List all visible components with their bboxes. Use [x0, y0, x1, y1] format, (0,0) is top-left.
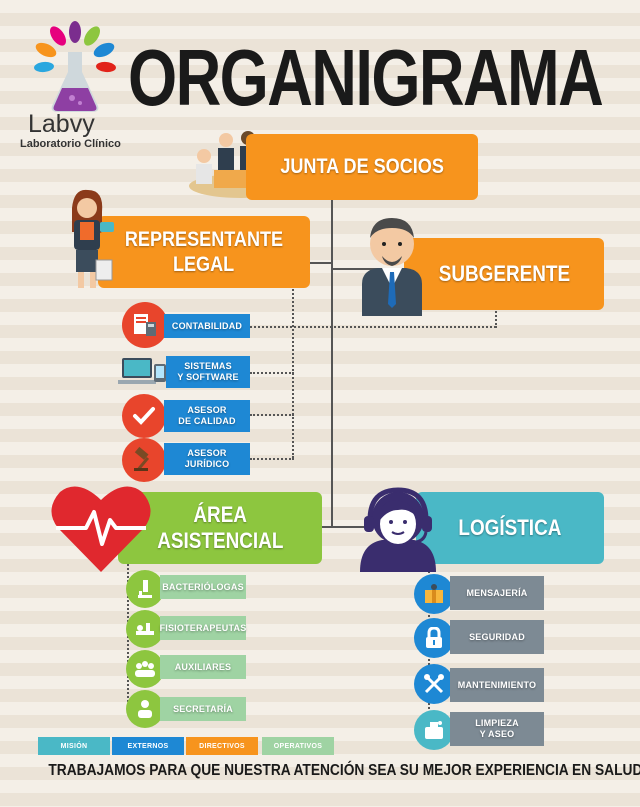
node-calidad-line2: DE CALIDAD — [178, 416, 236, 426]
connector-sub — [331, 268, 413, 270]
node-asesor-calidad[interactable]: ASESOR DE CALIDAD — [164, 400, 250, 432]
logo: Labvy Laboratorio Clínico — [20, 14, 130, 154]
node-juridico-line1: ASESOR — [187, 448, 227, 458]
node-bacteriologas-label: BACTERIÓLOGAS — [162, 581, 244, 592]
node-asesor-juridico[interactable]: ASESOR JURÍDICO — [164, 443, 250, 475]
dotted-sistemas — [250, 372, 294, 374]
man-illustration — [352, 208, 432, 316]
legend-directivos-label: DIRECTIVOS — [199, 742, 245, 750]
node-secretaria-label: SECRETARÍA — [173, 703, 233, 714]
heart-icon — [50, 480, 152, 574]
therapy-icon — [126, 610, 164, 648]
node-bacteriologas[interactable]: BACTERIÓLOGAS — [160, 575, 246, 599]
footer-tagline-text: TRABAJAMOS PARA QUE NUESTRA ATENCIÓN SEA… — [48, 762, 640, 779]
package-icon — [414, 574, 454, 614]
node-mensajeria-label: MENSAJERÍA — [466, 587, 528, 598]
legend-externos-label: EXTERNOS — [127, 742, 169, 750]
woman-illustration — [58, 186, 120, 290]
node-representante-legal[interactable]: REPRESENTANTE LEGAL — [98, 216, 310, 288]
node-mantenimiento[interactable]: MANTENIMIENTO — [450, 668, 544, 702]
node-area-asistencial[interactable]: ÁREA ASISTENCIAL — [118, 492, 322, 564]
node-subgerente[interactable]: SUBGERENTE — [404, 238, 604, 310]
node-contabilidad-label: CONTABILIDAD — [171, 320, 243, 331]
microscope-icon — [126, 570, 164, 608]
node-sistemas-line1: SISTEMAS — [184, 361, 232, 371]
gavel-icon — [122, 438, 166, 482]
node-representante-line2: LEGAL — [173, 253, 235, 276]
node-auxiliares-label: AUXILIARES — [174, 661, 232, 672]
node-subgerente-label: SUBGERENTE — [438, 261, 570, 286]
contabilidad-icon — [122, 302, 168, 348]
logo-flask-icon — [34, 21, 116, 112]
legend-externos: EXTERNOS — [112, 737, 184, 755]
dotted-calidad — [250, 414, 294, 416]
node-mensajeria[interactable]: MENSAJERÍA — [450, 576, 544, 610]
node-sistemas[interactable]: SISTEMAS Y SOFTWARE — [166, 356, 250, 388]
page-title-text: ORGANIGRAMA — [128, 33, 604, 122]
node-limpieza[interactable]: LIMPIEZA Y ASEO — [450, 712, 544, 746]
logo-name: Labvy — [28, 110, 95, 138]
dotted-juridico — [250, 458, 294, 460]
group-icon — [126, 650, 164, 688]
node-area-line1: ÁREA — [193, 502, 247, 527]
secretary-icon — [126, 690, 164, 728]
legend-operativos-label: OPERATIVOS — [273, 742, 323, 750]
computer-icon — [118, 354, 168, 390]
node-logistica-label: LOGÍSTICA — [458, 515, 562, 540]
logo-subtitle: Laboratorio Clínico — [20, 138, 121, 150]
node-seguridad-label: SEGURIDAD — [469, 631, 525, 642]
node-limpieza-line1: LIMPIEZA — [475, 718, 519, 728]
legend-mision-label: MISIÓN — [60, 742, 88, 750]
dotted-subgerente — [495, 308, 497, 328]
node-seguridad[interactable]: SEGURIDAD — [450, 620, 544, 654]
connector-rep — [308, 262, 332, 264]
node-limpieza-line2: Y ASEO — [479, 729, 515, 739]
node-calidad-line1: ASESOR — [187, 405, 227, 415]
node-auxiliares[interactable]: AUXILIARES — [160, 655, 246, 679]
legend-operativos: OPERATIVOS — [262, 737, 334, 755]
cleaning-icon — [414, 710, 454, 750]
connector-main-vertical — [331, 200, 333, 527]
node-representante-line1: REPRESENTANTE — [124, 228, 284, 251]
checkmark-icon — [122, 394, 166, 438]
node-junta-label: JUNTA DE SOCIOS — [280, 155, 444, 178]
node-area-line2: ASISTENCIAL — [156, 528, 284, 553]
legend-mision: MISIÓN — [38, 737, 110, 755]
legend-directivos: DIRECTIVOS — [186, 737, 258, 755]
lock-icon — [414, 618, 454, 658]
dotted-contabilidad — [250, 326, 496, 328]
tools-icon — [414, 664, 454, 704]
node-fisioterapeutas[interactable]: FISIOTERAPEUTAS — [160, 616, 246, 640]
node-mantenimiento-label: MANTENIMIENTO — [457, 679, 537, 690]
headset-operator-icon — [352, 480, 444, 572]
page-title: ORGANIGRAMA — [128, 28, 628, 128]
node-junta-de-socios[interactable]: JUNTA DE SOCIOS — [246, 134, 478, 200]
node-fisioterapeutas-label: FISIOTERAPEUTAS — [159, 622, 247, 633]
node-contabilidad[interactable]: CONTABILIDAD — [164, 314, 250, 338]
node-juridico-line2: JURÍDICO — [184, 459, 230, 469]
node-logistica[interactable]: LOGÍSTICA — [416, 492, 604, 564]
node-sistemas-line2: Y SOFTWARE — [177, 372, 239, 382]
footer-tagline: TRABAJAMOS PARA QUE NUESTRA ATENCIÓN SEA… — [0, 762, 640, 786]
node-secretaria[interactable]: SECRETARÍA — [160, 697, 246, 721]
